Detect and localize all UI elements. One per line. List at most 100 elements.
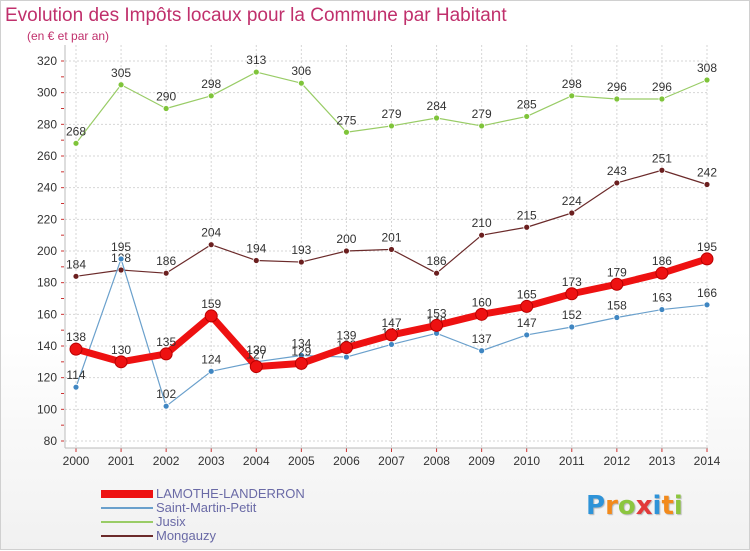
- legend-label: Saint-Martin-Petit: [156, 500, 257, 515]
- logo-letter: P: [586, 491, 606, 521]
- data-point: [523, 223, 531, 231]
- data-point: [613, 314, 621, 321]
- data-point: [252, 257, 260, 264]
- data-label: 152: [562, 308, 582, 322]
- data-point: [207, 92, 215, 100]
- data-label: 296: [652, 80, 672, 94]
- chart-title: Evolution des Impôts locaux pour la Comm…: [5, 5, 507, 26]
- data-point: [388, 122, 395, 130]
- data-point: [343, 128, 350, 136]
- logo-letter: t: [661, 491, 674, 521]
- data-label: 313: [246, 53, 266, 67]
- data-label: 186: [427, 254, 447, 268]
- legend-swatch: [101, 535, 153, 537]
- data-point: [568, 323, 576, 331]
- data-label: 298: [562, 77, 582, 91]
- legend-swatch: [101, 507, 153, 509]
- data-label: 268: [66, 124, 86, 138]
- data-label: 298: [201, 77, 221, 91]
- data-point: [117, 81, 125, 89]
- data-label: 184: [66, 257, 86, 271]
- data-label: 166: [697, 286, 717, 300]
- plot-area: [65, 45, 708, 448]
- x-tick-label: 2010: [513, 454, 540, 468]
- proxiti-logo: Proxiti: [586, 491, 683, 521]
- data-point: [252, 68, 260, 76]
- logo-letter: i: [652, 491, 662, 521]
- data-label: 147: [517, 316, 537, 330]
- x-tick-label: 2011: [559, 454, 585, 468]
- logo-letter: r: [605, 491, 618, 521]
- data-label: 124: [201, 352, 221, 366]
- data-point: [69, 342, 83, 356]
- data-point: [297, 258, 305, 266]
- data-point: [658, 306, 666, 313]
- data-label: 186: [156, 254, 176, 268]
- data-label: 306: [291, 64, 311, 78]
- data-label: 138: [66, 330, 86, 344]
- data-point: [117, 255, 125, 263]
- data-point: [162, 402, 170, 410]
- data-point: [249, 360, 263, 374]
- data-label: 163: [652, 291, 672, 305]
- y-tick-label: 240: [37, 181, 57, 195]
- data-point: [430, 318, 444, 332]
- data-label: 193: [291, 243, 311, 257]
- data-label: 224: [562, 194, 582, 208]
- x-tick-label: 2000: [63, 454, 90, 468]
- y-tick-label: 140: [37, 339, 57, 353]
- data-label: 135: [156, 335, 176, 349]
- x-tick-label: 2013: [649, 454, 676, 468]
- data-point: [114, 355, 128, 369]
- data-point: [294, 356, 308, 370]
- data-point: [343, 247, 350, 255]
- data-label: 195: [697, 240, 717, 254]
- data-point: [339, 341, 353, 355]
- data-label: 159: [201, 297, 221, 311]
- data-label: 102: [156, 387, 176, 401]
- data-point: [297, 79, 305, 87]
- data-label: 139: [336, 329, 356, 343]
- y-tick-label: 300: [37, 86, 57, 100]
- y-tick-label: 280: [37, 117, 57, 131]
- y-tick-label: 80: [44, 434, 58, 448]
- data-label: 130: [246, 343, 266, 357]
- x-tick-label: 2008: [423, 454, 450, 468]
- data-point: [162, 269, 170, 277]
- data-label: 200: [336, 232, 356, 246]
- data-point: [388, 341, 395, 348]
- data-point: [520, 299, 534, 313]
- data-label: 279: [472, 107, 492, 121]
- data-label: 195: [111, 240, 131, 254]
- data-point: [658, 166, 666, 174]
- data-label: 284: [427, 99, 447, 113]
- data-label: 308: [697, 61, 717, 75]
- x-tick-label: 2014: [694, 454, 721, 468]
- data-label: 158: [607, 299, 627, 313]
- data-label: 279: [381, 107, 401, 121]
- y-tick-label: 160: [37, 307, 57, 321]
- data-point: [613, 95, 621, 103]
- data-point: [703, 181, 711, 188]
- x-tick-label: 2002: [153, 454, 180, 468]
- y-tick-label: 200: [37, 244, 57, 258]
- data-point: [159, 347, 173, 361]
- data-point: [478, 231, 486, 239]
- data-point: [565, 287, 579, 301]
- x-tick-label: 2003: [198, 454, 225, 468]
- x-tick-label: 2006: [333, 454, 360, 468]
- data-label: 204: [201, 226, 221, 240]
- y-tick-label: 100: [37, 402, 57, 416]
- data-label: 201: [381, 230, 401, 244]
- x-tick-label: 2001: [108, 454, 135, 468]
- data-point: [207, 241, 215, 249]
- data-label: 147: [381, 316, 401, 330]
- data-point: [655, 266, 669, 280]
- data-point: [204, 309, 218, 323]
- y-tick-label: 320: [37, 54, 57, 68]
- data-label: 114: [66, 368, 85, 382]
- data-label: 134: [291, 337, 311, 351]
- logo-letter: o: [617, 491, 636, 521]
- data-point: [703, 76, 711, 84]
